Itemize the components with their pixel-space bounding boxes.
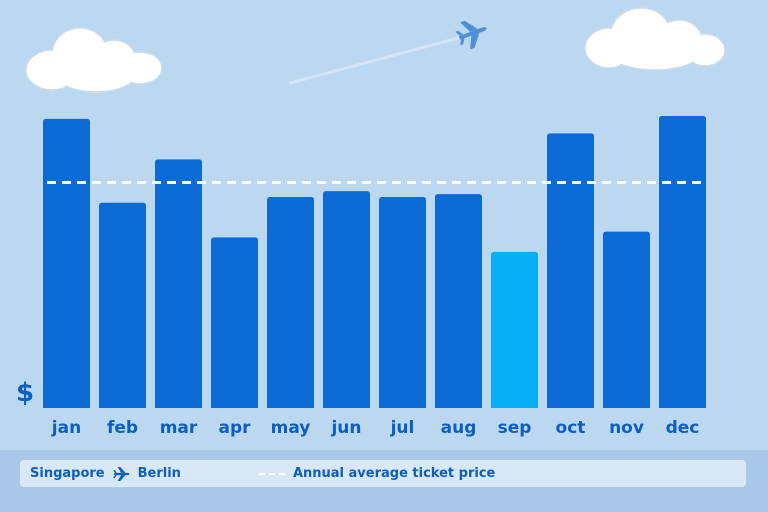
bars	[43, 116, 706, 408]
average-line-sample	[258, 472, 285, 475]
bar-jul	[379, 196, 426, 408]
month-label: may	[271, 418, 311, 438]
month-label: jun	[330, 418, 361, 438]
origin-city: Singapore	[30, 466, 105, 481]
bar-jan	[43, 118, 90, 408]
month-label: sep	[498, 418, 532, 438]
month-label: dec	[666, 418, 700, 438]
bar-oct	[547, 133, 594, 408]
bar-dec	[659, 116, 706, 408]
month-label: mar	[160, 418, 198, 438]
month-label: apr	[218, 418, 251, 438]
bar-may	[267, 196, 314, 408]
month-label: aug	[441, 418, 477, 438]
airplane-icon	[455, 20, 487, 50]
destination-city: Berlin	[137, 466, 181, 481]
bar-jun	[323, 191, 370, 408]
month-label: nov	[609, 418, 644, 438]
bar-nov	[603, 231, 650, 408]
legend: Singapore Berlin Annual average ticket p…	[20, 460, 746, 487]
bar-aug	[435, 194, 482, 408]
bar-apr	[211, 237, 258, 408]
bar-mar	[155, 159, 202, 408]
month-label: feb	[107, 418, 138, 438]
month-label: oct	[556, 418, 586, 438]
cloud-icon	[584, 7, 726, 71]
cloud-icon	[25, 27, 163, 93]
route-legend: Singapore Berlin	[30, 466, 181, 481]
average-legend-label: Annual average ticket price	[292, 466, 496, 481]
average-legend: Annual average ticket price	[258, 466, 496, 481]
bar-feb	[99, 202, 146, 408]
contrail	[288, 35, 464, 85]
month-labels: jan feb mar apr may jun jul aug sep oct nov dec	[51, 418, 700, 438]
month-label: jul	[390, 418, 415, 438]
y-axis-label: $	[16, 378, 35, 408]
bar-sep	[491, 251, 538, 408]
month-label: jan	[51, 418, 81, 438]
airplane-icon	[112, 466, 131, 481]
